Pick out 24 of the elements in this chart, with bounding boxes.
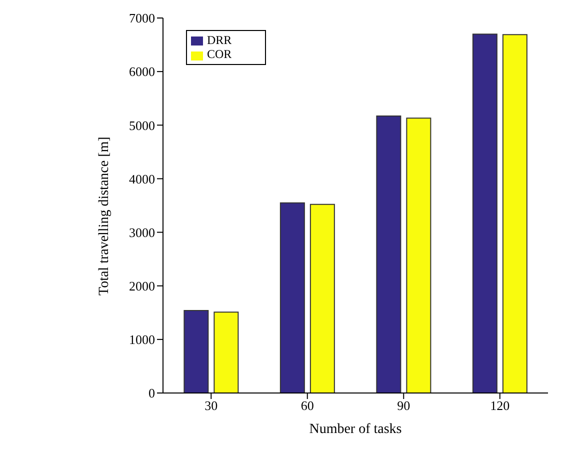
y-tick-label: 2000: [129, 278, 155, 294]
x-tick-label: 120: [490, 398, 510, 414]
bar: [376, 116, 402, 393]
y-tick-label: 1000: [129, 332, 155, 348]
y-tick-label: 3000: [129, 224, 155, 240]
y-tick-label: 7000: [129, 10, 155, 26]
bar: [502, 34, 528, 393]
x-tick-label: 60: [300, 398, 314, 414]
y-tick-label: 5000: [129, 118, 155, 133]
y-tick-label: 0: [148, 386, 155, 401]
bar: [472, 34, 498, 393]
y-tick-label: 4000: [129, 171, 155, 186]
x-tick-label: 90: [397, 398, 410, 414]
bar: [214, 312, 239, 393]
legend-label: COR: [207, 47, 232, 62]
x-tick-label: 30: [204, 398, 218, 414]
legend-label: DRR: [207, 33, 232, 47]
bar: [184, 310, 209, 393]
bar: [280, 202, 305, 393]
x-axis-title: Number of tasks: [309, 422, 402, 437]
y-tick-label: 6000: [129, 64, 155, 80]
bar: [406, 118, 432, 393]
y-axis-title: Total travelling distance [m]: [96, 136, 112, 296]
bar: [310, 204, 335, 393]
